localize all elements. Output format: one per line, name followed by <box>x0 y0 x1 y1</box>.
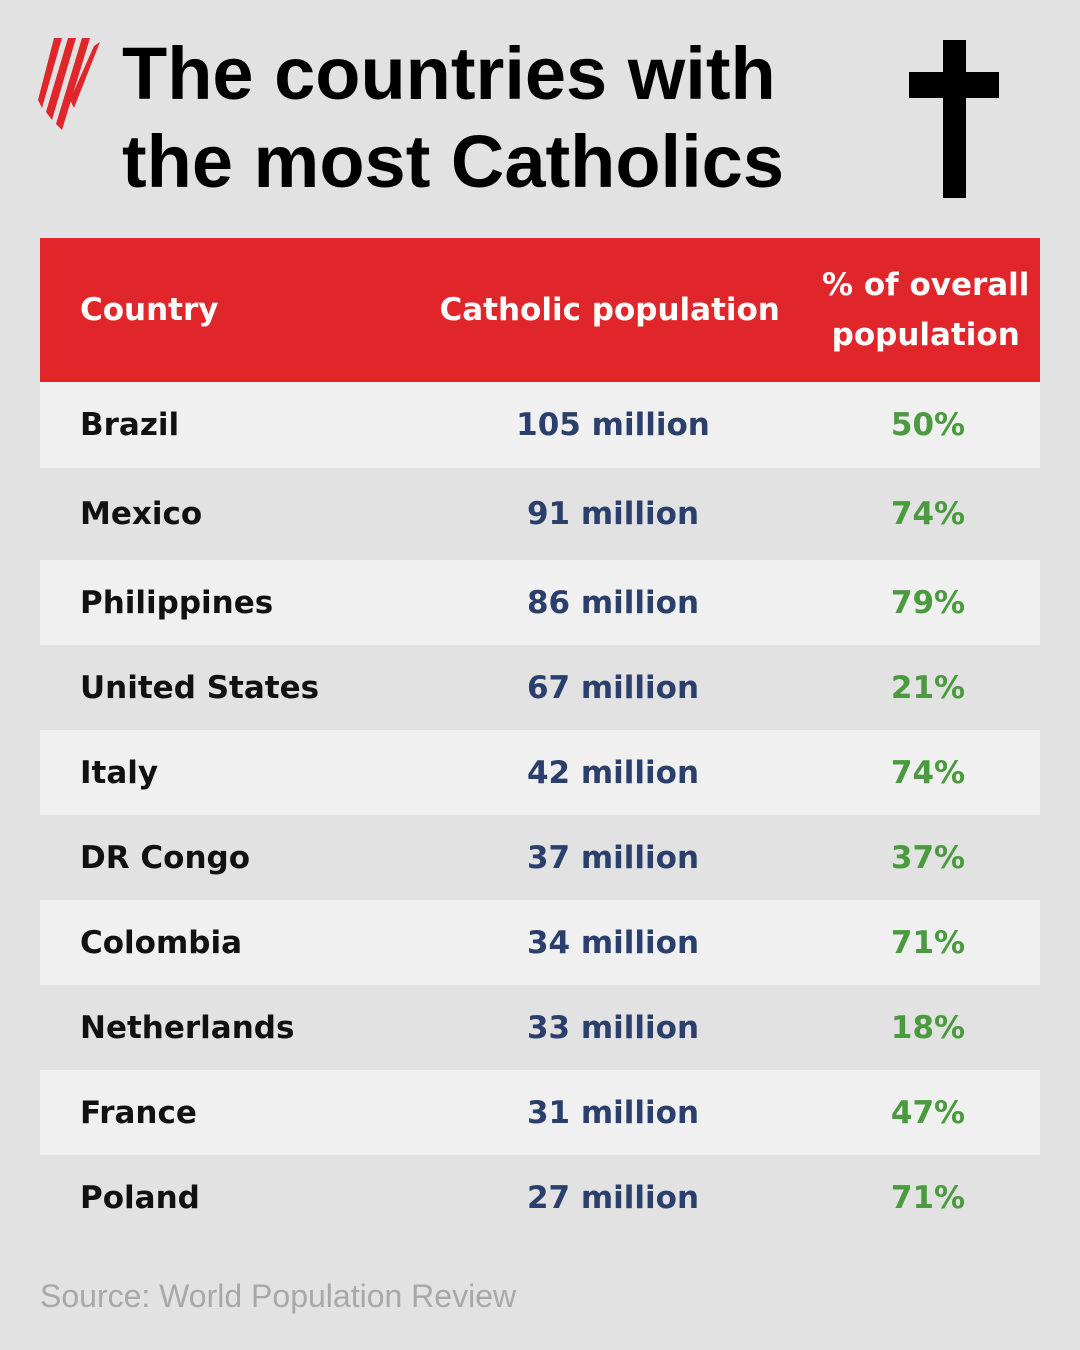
table-cell: 37% <box>890 839 966 876</box>
cross-icon <box>909 40 999 198</box>
table-cell: Philippines <box>80 584 274 621</box>
table-cell: Poland <box>80 1179 200 1216</box>
table-row: United States 67 million 21% <box>40 645 1040 730</box>
table-cell: Italy <box>80 754 159 791</box>
title: The countries with the most Catholics <box>122 30 784 206</box>
table-row: DR Congo 37 million 37% <box>40 815 1040 900</box>
table-cell: 50% <box>890 407 966 443</box>
table-cell: 105 million <box>516 407 710 443</box>
table-cell: 37 million <box>526 839 700 876</box>
table-cell: 21% <box>890 669 966 706</box>
table-cell: 74% <box>890 754 966 791</box>
table-cell: 71% <box>890 924 966 961</box>
table-cell: 31 million <box>526 1094 700 1131</box>
table-cell: 47% <box>890 1094 966 1131</box>
table-cell: 34 million <box>526 924 700 961</box>
column-header: Catholic population <box>439 292 780 328</box>
table-row: Mexico 91 million 74% <box>40 468 1040 560</box>
table-row: Colombia 34 million 71% <box>40 900 1040 985</box>
table-cell: Colombia <box>80 924 243 961</box>
table-cell: France <box>80 1094 197 1131</box>
table-cell: 74% <box>890 496 966 532</box>
logo <box>38 38 100 130</box>
column-header: % of overall population <box>822 267 1030 353</box>
title-line: the most Catholics <box>122 120 784 203</box>
title-line: The countries with <box>122 32 776 115</box>
table-row: Netherlands 33 million 18% <box>40 985 1040 1070</box>
table-cell: 18% <box>890 1009 966 1046</box>
table-cell: United States <box>80 669 320 706</box>
table-cell: 91 million <box>526 496 700 532</box>
table-cell: 67 million <box>526 669 700 706</box>
table: Country Catholic population % of overall p… <box>40 238 1040 1240</box>
table-cell: 42 million <box>526 754 700 791</box>
table-cell: Mexico <box>80 496 203 532</box>
table-cell: DR Congo <box>80 839 251 876</box>
table-cell: 33 million <box>526 1009 700 1046</box>
table-cell: 79% <box>890 584 966 621</box>
table-cell: 86 million <box>526 584 700 621</box>
column-header: Country <box>80 292 219 328</box>
table-row: Philippines 86 million 79% <box>40 560 1040 645</box>
table-body: Brazil 105 million 50% Mexico 91 million 74% P… <box>40 382 1040 1240</box>
table-cell: Brazil <box>80 407 180 443</box>
table-header: Country Catholic population % of overall p… <box>40 238 1040 382</box>
table-row: Italy 42 million 74% <box>40 730 1040 815</box>
table-cell: 27 million <box>526 1179 700 1216</box>
table-cell: 71% <box>890 1179 966 1216</box>
table-row: Poland 27 million 71% <box>40 1155 1040 1240</box>
table-row: France 31 million 47% <box>40 1070 1040 1155</box>
table-cell: Netherlands <box>80 1009 295 1046</box>
source: Source: World Population Review <box>40 1278 517 1314</box>
table-row: Brazil 105 million 50% <box>40 382 1040 468</box>
